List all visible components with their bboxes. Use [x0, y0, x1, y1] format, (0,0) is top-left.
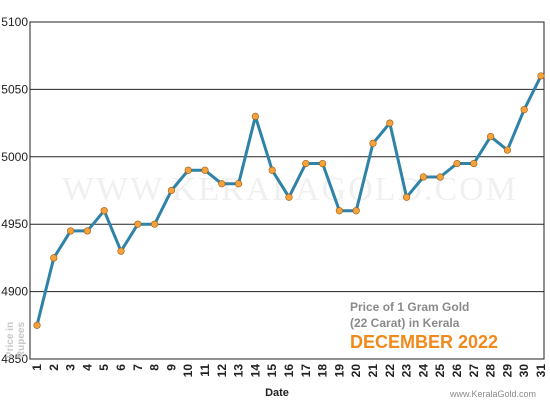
x-tick-label: 2 [47, 364, 61, 371]
data-point [403, 193, 411, 201]
credit-text: www.KeralaGold.com [449, 389, 536, 399]
x-tick-label: 19 [332, 364, 346, 378]
data-point [134, 220, 142, 228]
x-tick-label: 11 [198, 364, 212, 377]
data-point [386, 119, 394, 127]
x-tick-label: 27 [467, 364, 481, 378]
data-point [369, 139, 377, 147]
data-point [117, 247, 125, 255]
chart-month-label: DECEMBER 2022 [350, 332, 498, 352]
x-tick-label: 21 [366, 364, 380, 378]
chart-title-line2: (22 Carat) in Kerala [350, 316, 460, 330]
x-tick-label: 31 [534, 364, 548, 378]
x-tick-label: 13 [232, 364, 246, 378]
data-point [66, 227, 75, 235]
x-tick-label: 4 [80, 364, 94, 371]
x-tick-label: 8 [148, 364, 162, 371]
x-tick-label: 14 [248, 364, 262, 378]
watermark: WWW.KERALAGOLD.COM [62, 171, 518, 208]
data-point [251, 112, 259, 120]
x-tick-label: 16 [282, 364, 296, 378]
data-point [151, 220, 159, 228]
x-tick-label: 1 [30, 364, 44, 371]
x-tick-label: 9 [164, 364, 178, 371]
chart-title-line1: Price of 1 Gram Gold [350, 300, 469, 314]
x-axis-title: Date [265, 387, 289, 399]
x-tick-label: 12 [215, 364, 229, 378]
x-tick-label: 28 [484, 364, 498, 378]
data-point [419, 173, 428, 181]
data-point [335, 207, 344, 215]
y-tick-label: 5000 [1, 150, 28, 164]
x-tick-label: 24 [416, 364, 430, 378]
data-point [470, 159, 478, 168]
x-tick-label: 25 [433, 364, 447, 378]
data-point [268, 166, 276, 174]
x-tick-label: 3 [64, 364, 78, 371]
x-tick-label: 6 [114, 364, 128, 371]
y-axis-title-line2: Rupees [16, 322, 27, 359]
x-tick-label: 15 [265, 364, 279, 378]
data-point [453, 159, 461, 168]
data-point [218, 180, 226, 188]
data-point [537, 72, 545, 80]
data-point [285, 193, 293, 201]
x-tick-label: 29 [500, 364, 514, 378]
data-point [50, 254, 58, 262]
y-axis-title-line1: Price in [5, 322, 16, 358]
plot-frame [29, 21, 545, 360]
x-axis-ticks: 1 2 3 4 5 6 7 8 9 10 11 12 13 14 15 16 17 18 19 20 21 22 23 24 2… [30, 364, 548, 378]
data-point [100, 207, 108, 215]
y-axis-title: Price in Rupees [5, 322, 27, 359]
data-point [503, 146, 512, 154]
y-tick-label: 4900 [1, 285, 28, 299]
x-tick-label: 30 [517, 364, 531, 378]
y-axis-ticks: 4850 4900 4950 5000 5050 5100 [1, 15, 28, 366]
data-point [302, 159, 310, 168]
data-point [167, 186, 175, 195]
x-tick-label: 18 [316, 364, 330, 378]
x-tick-label: 22 [383, 364, 397, 378]
x-tick-label: 26 [450, 364, 464, 378]
data-point [487, 132, 495, 141]
data-point [201, 166, 209, 174]
data-point [33, 321, 41, 329]
data-point [235, 180, 243, 188]
x-tick-label: 23 [400, 364, 414, 378]
x-tick-label: 20 [349, 364, 363, 378]
data-point [520, 106, 528, 114]
y-tick-label: 4850 [1, 352, 28, 366]
data-point [352, 207, 360, 215]
y-tick-label: 5100 [1, 15, 28, 29]
x-tick-label: 5 [97, 364, 111, 371]
x-tick-label: 17 [299, 364, 313, 378]
y-tick-label: 4950 [1, 217, 28, 231]
data-point [436, 173, 444, 181]
x-tick-label: 7 [131, 364, 145, 371]
data-point [83, 227, 91, 235]
x-tick-label: 10 [181, 364, 195, 378]
data-point [319, 159, 327, 168]
data-point [184, 166, 192, 174]
y-tick-label: 5050 [1, 82, 28, 96]
grid [30, 88, 544, 293]
price-markers [33, 72, 545, 329]
